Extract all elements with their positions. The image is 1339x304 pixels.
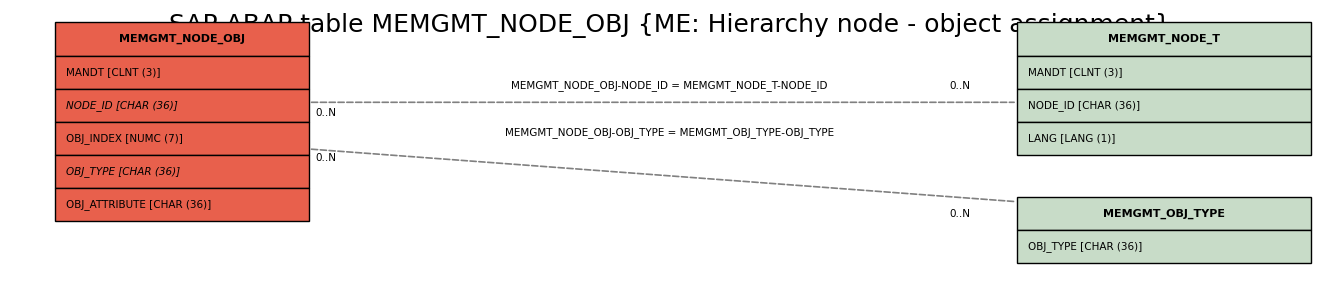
Text: MANDT [CLNT (3)]: MANDT [CLNT (3)] <box>66 67 161 77</box>
Text: 0..N: 0..N <box>316 108 336 118</box>
Text: MEMGMT_NODE_OBJ-NODE_ID = MEMGMT_NODE_T-NODE_ID: MEMGMT_NODE_OBJ-NODE_ID = MEMGMT_NODE_T-… <box>511 80 828 91</box>
Text: NODE_ID [CHAR (36)]: NODE_ID [CHAR (36)] <box>1027 100 1139 111</box>
Text: LANG [LANG (1)]: LANG [LANG (1)] <box>1027 133 1115 143</box>
FancyBboxPatch shape <box>1016 230 1311 264</box>
FancyBboxPatch shape <box>55 56 309 89</box>
Text: 0..N: 0..N <box>949 209 971 219</box>
FancyBboxPatch shape <box>55 89 309 122</box>
Text: OBJ_INDEX [NUMC (7)]: OBJ_INDEX [NUMC (7)] <box>66 133 182 144</box>
FancyBboxPatch shape <box>55 22 309 56</box>
FancyBboxPatch shape <box>1016 89 1311 122</box>
Text: OBJ_ATTRIBUTE [CHAR (36)]: OBJ_ATTRIBUTE [CHAR (36)] <box>66 199 210 210</box>
Text: OBJ_TYPE [CHAR (36)]: OBJ_TYPE [CHAR (36)] <box>1027 241 1142 252</box>
FancyBboxPatch shape <box>55 188 309 221</box>
Text: OBJ_TYPE [CHAR (36)]: OBJ_TYPE [CHAR (36)] <box>1027 241 1142 252</box>
FancyBboxPatch shape <box>1016 122 1311 155</box>
FancyBboxPatch shape <box>1016 22 1311 56</box>
Text: MEMGMT_NODE_OBJ-OBJ_TYPE = MEMGMT_OBJ_TYPE-OBJ_TYPE: MEMGMT_NODE_OBJ-OBJ_TYPE = MEMGMT_OBJ_TY… <box>505 127 834 138</box>
Text: OBJ_ATTRIBUTE [CHAR (36)]: OBJ_ATTRIBUTE [CHAR (36)] <box>66 199 210 210</box>
Text: MEMGMT_NODE_T: MEMGMT_NODE_T <box>1107 34 1220 44</box>
Text: LANG [LANG (1)]: LANG [LANG (1)] <box>1027 133 1115 143</box>
Text: NODE_ID [CHAR (36)]: NODE_ID [CHAR (36)] <box>1027 100 1139 111</box>
Text: NODE_ID [CHAR (36)]: NODE_ID [CHAR (36)] <box>66 100 177 111</box>
Text: MANDT [CLNT (3)]: MANDT [CLNT (3)] <box>66 67 161 77</box>
Text: MEMGMT_OBJ_TYPE: MEMGMT_OBJ_TYPE <box>1103 209 1225 219</box>
Text: MANDT [CLNT (3)]: MANDT [CLNT (3)] <box>1027 67 1122 77</box>
Text: MANDT [CLNT (3)]: MANDT [CLNT (3)] <box>1027 67 1122 77</box>
FancyBboxPatch shape <box>55 122 309 155</box>
FancyBboxPatch shape <box>1016 56 1311 89</box>
Text: OBJ_TYPE [CHAR (36)]: OBJ_TYPE [CHAR (36)] <box>66 166 179 177</box>
Text: 0..N: 0..N <box>316 153 336 163</box>
Text: NODE_ID [CHAR (36)]: NODE_ID [CHAR (36)] <box>66 100 177 111</box>
Text: MEMGMT_NODE_OBJ: MEMGMT_NODE_OBJ <box>119 34 245 44</box>
Text: SAP ABAP table MEMGMT_NODE_OBJ {ME: Hierarchy node - object assignment}: SAP ABAP table MEMGMT_NODE_OBJ {ME: Hier… <box>169 13 1170 38</box>
Text: OBJ_INDEX [NUMC (7)]: OBJ_INDEX [NUMC (7)] <box>66 133 182 144</box>
FancyBboxPatch shape <box>55 155 309 188</box>
Text: OBJ_TYPE [CHAR (36)]: OBJ_TYPE [CHAR (36)] <box>66 166 179 177</box>
Text: 0..N: 0..N <box>949 81 971 91</box>
FancyBboxPatch shape <box>1016 197 1311 230</box>
